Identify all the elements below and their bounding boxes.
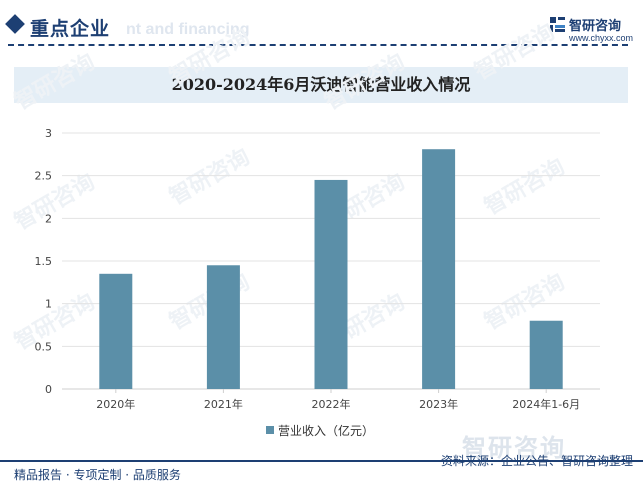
y-tick-label: 1.5 <box>35 255 53 268</box>
chyxx-logo-icon <box>550 17 565 32</box>
x-axis: 2020年 2021年 2022年 2023年 2024年1-6月 <box>96 389 580 411</box>
y-tick-label: 2.5 <box>35 170 53 183</box>
chart-title: 2020-2024年6月沃迪智能营业收入情况 <box>171 75 471 94</box>
watermark-text: 智研咨询 <box>320 49 409 116</box>
chart-title-band: 2020-2024年6月沃迪智能营业收入情况 <box>14 67 628 103</box>
footer-slogan: 精品报告 · 专项定制 · 品质服务 <box>14 468 181 482</box>
y-tick-label: 2 <box>45 212 52 225</box>
section-title: 重点企业 <box>30 18 111 40</box>
brand-url: www.chyxx.com <box>569 33 634 43</box>
brand-name: 智研咨询 <box>569 19 622 34</box>
header-ghost-text: nt and financing <box>126 21 250 38</box>
watermark-text: 智研咨询 <box>165 24 254 91</box>
x-tick-label: 2021年 <box>204 397 243 411</box>
legend-label: 营业收入（亿元） <box>278 423 374 438</box>
y-axis: 0 0.5 1 1.5 2 2.5 3 <box>35 127 53 396</box>
bar <box>206 265 240 389</box>
watermark-text: 智研咨询 <box>480 154 569 221</box>
legend: 营业收入（亿元） <box>266 423 374 438</box>
bar <box>529 320 563 389</box>
bars <box>99 149 563 389</box>
header: 重点企业 nt and financing 智研咨询 www.chyxx.com <box>0 0 643 58</box>
watermark-text: 智研咨询 <box>165 144 254 211</box>
watermark-text: 智研咨询 <box>10 289 99 356</box>
y-tick-label: 0.5 <box>35 340 53 353</box>
x-tick-label: 2020年 <box>96 397 135 411</box>
footer-divider <box>0 460 643 462</box>
y-tick-label: 3 <box>45 127 52 140</box>
x-tick-label: 2023年 <box>419 397 458 411</box>
x-tick-label: 2024年1-6月 <box>512 397 580 411</box>
watermark-text: 智研咨询 <box>10 49 99 116</box>
bar <box>99 273 133 389</box>
watermark-logo-text: 智研咨询 <box>462 434 566 462</box>
data-source: 资料来源：企业公告、智研咨询整理 <box>440 454 633 468</box>
bar <box>422 149 456 389</box>
y-tick-label: 1 <box>45 298 52 311</box>
watermark-text: 智研咨询 <box>10 169 99 236</box>
y-tick-label: 0 <box>45 383 52 396</box>
watermark-text: 智研咨询 <box>470 19 559 86</box>
legend-swatch <box>266 426 274 434</box>
bar <box>314 179 348 389</box>
x-tick-label: 2022年 <box>312 397 351 411</box>
header-divider <box>8 44 628 46</box>
